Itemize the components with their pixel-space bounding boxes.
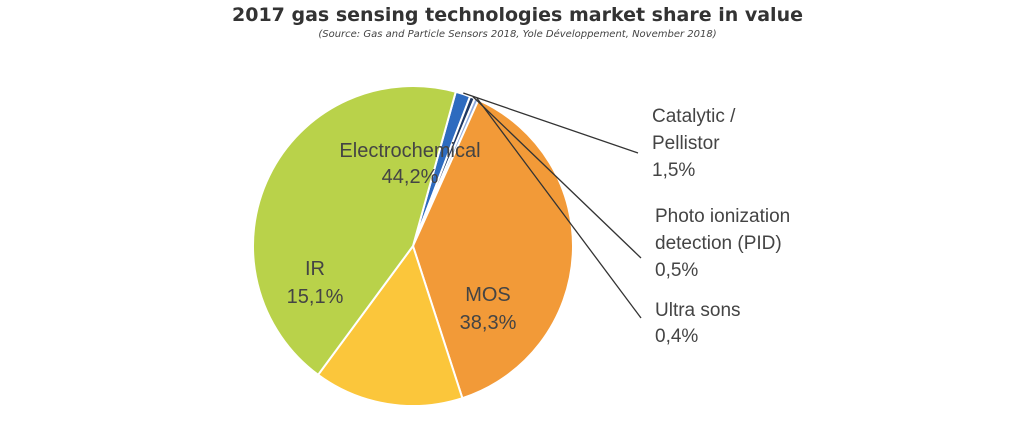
slice-label-ultrasons: Ultra sons [655,300,741,321]
slice-label-pid: Photo ionization [655,206,790,227]
slice-label-catalytic: Catalytic / [652,106,736,127]
pie-slice-electrochemical [252,85,457,377]
slice-value-ultrasons: 0,4% [655,326,698,347]
slice-label-mos: MOS [465,284,511,306]
slice-value-pid: 0,5% [655,260,698,281]
leader-line-ultrasons [476,97,642,319]
leader-line-pid [472,96,642,259]
slice-label-electrochemical: Electrochemical [339,140,480,162]
slice-value-ir: 15,1% [287,286,344,308]
pie-slice-ir [316,243,464,408]
chart-title: 2017 gas sensing technologies market sha… [232,4,803,26]
slice-value-mos: 38,3% [460,312,517,334]
slice-value-electrochemical: 44,2% [382,166,439,188]
slice-label-catalytic: Pellistor [652,133,720,154]
pie-slice-mos [411,98,574,400]
slice-label-pid: detection (PID) [655,233,782,254]
leader-line-catalytic [463,92,639,154]
slice-label-ir: IR [305,258,325,280]
chart-subtitle: (Source: Gas and Particle Sensors 2018, … [318,29,717,40]
slice-value-catalytic: 1,5% [652,160,695,181]
